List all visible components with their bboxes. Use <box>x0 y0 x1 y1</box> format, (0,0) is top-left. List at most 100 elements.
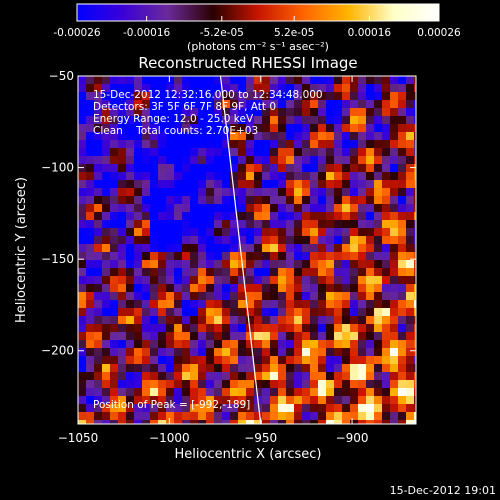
heatmap-cell <box>118 308 126 316</box>
heatmap-cell <box>262 196 270 204</box>
heatmap-cell <box>374 188 382 196</box>
heatmap-cell <box>302 348 310 356</box>
heatmap-cell <box>110 388 118 396</box>
heatmap-cell <box>406 420 414 424</box>
heatmap-cell <box>110 348 118 356</box>
heatmap-cell <box>142 268 150 276</box>
heatmap-cell <box>374 204 382 212</box>
heatmap-cell <box>326 92 334 100</box>
heatmap-cell <box>382 244 390 252</box>
heatmap-cell <box>342 308 350 316</box>
heatmap-cell <box>294 292 302 300</box>
heatmap-cell <box>382 116 390 124</box>
heatmap-cell <box>294 356 302 364</box>
heatmap-cell <box>230 220 238 228</box>
heatmap-cell <box>158 404 166 412</box>
heatmap-cell <box>94 236 102 244</box>
heatmap-cell <box>214 92 222 100</box>
heatmap-cell <box>278 132 286 140</box>
heatmap-cell <box>158 116 166 124</box>
heatmap-cell <box>190 268 198 276</box>
heatmap-cell <box>86 156 94 164</box>
heatmap-cell <box>182 324 190 332</box>
heatmap-cell <box>182 332 190 340</box>
heatmap-cell <box>126 340 134 348</box>
heatmap-cell <box>278 100 286 108</box>
heatmap-cell <box>382 108 390 116</box>
heatmap-cell <box>134 108 142 116</box>
heatmap-cell <box>350 164 358 172</box>
heatmap-cell <box>382 172 390 180</box>
heatmap-cell <box>126 180 134 188</box>
heatmap-cell <box>110 356 118 364</box>
heatmap-cell <box>150 140 158 148</box>
heatmap-cell <box>350 284 358 292</box>
heatmap-cell <box>118 140 126 148</box>
heatmap-cell <box>158 84 166 92</box>
heatmap-cell <box>286 108 294 116</box>
heatmap-cell <box>350 268 358 276</box>
heatmap-cell <box>318 324 326 332</box>
heatmap-cell <box>198 316 206 324</box>
heatmap-cell <box>326 252 334 260</box>
heatmap-cell <box>310 164 318 172</box>
heatmap-cell <box>406 396 414 404</box>
heatmap-cell <box>214 172 222 180</box>
heatmap-cell <box>118 348 126 356</box>
heatmap-cell <box>310 92 318 100</box>
heatmap-cell <box>94 180 102 188</box>
heatmap-cell <box>318 364 326 372</box>
heatmap-cell <box>238 284 246 292</box>
heatmap-cell <box>374 76 382 84</box>
heatmap-cell <box>174 116 182 124</box>
heatmap-cell <box>198 116 206 124</box>
heatmap-cell <box>374 172 382 180</box>
heatmap-cell <box>398 420 406 424</box>
heatmap-cell <box>366 84 374 92</box>
heatmap-cell <box>150 316 158 324</box>
heatmap-cell <box>358 236 366 244</box>
heatmap-cell <box>342 372 350 380</box>
heatmap-cell <box>246 220 254 228</box>
heatmap-cell <box>278 212 286 220</box>
heatmap-cell <box>270 124 278 132</box>
heatmap-cell <box>326 212 334 220</box>
heatmap-cell <box>334 412 342 420</box>
heatmap-cell <box>366 340 374 348</box>
heatmap-cell <box>150 412 158 420</box>
heatmap-cell <box>302 404 310 412</box>
heatmap-cell <box>262 236 270 244</box>
heatmap-cell <box>198 100 206 108</box>
heatmap-cell <box>102 316 110 324</box>
heatmap-cell <box>142 388 150 396</box>
heatmap-cell <box>110 244 118 252</box>
heatmap-cell <box>374 228 382 236</box>
heatmap-cell <box>126 100 134 108</box>
heatmap-cell <box>182 308 190 316</box>
heatmap-cell <box>334 92 342 100</box>
heatmap-cell <box>238 148 246 156</box>
heatmap-cell <box>166 244 174 252</box>
heatmap-cell <box>382 324 390 332</box>
x-tick-label: −950 <box>244 431 277 445</box>
heatmap-cell <box>110 84 118 92</box>
heatmap-cell <box>246 380 254 388</box>
heatmap-cell <box>190 132 198 140</box>
heatmap-cell <box>142 252 150 260</box>
heatmap-cell <box>166 252 174 260</box>
heatmap-cell <box>206 396 214 404</box>
heatmap-cell <box>150 380 158 388</box>
heatmap-cell <box>414 100 416 108</box>
heatmap-cell <box>318 100 326 108</box>
heatmap-cell <box>286 204 294 212</box>
colorbar-tick-label: 0.00026 <box>417 27 461 39</box>
heatmap-cell <box>334 388 342 396</box>
heatmap-cell <box>166 412 174 420</box>
heatmap-cell <box>390 380 398 388</box>
heatmap-cell <box>222 332 230 340</box>
heatmap-cell <box>270 300 278 308</box>
heatmap-cell <box>334 404 342 412</box>
heatmap-cell <box>222 356 230 364</box>
heatmap-cell <box>302 212 310 220</box>
heatmap-cell <box>262 300 270 308</box>
